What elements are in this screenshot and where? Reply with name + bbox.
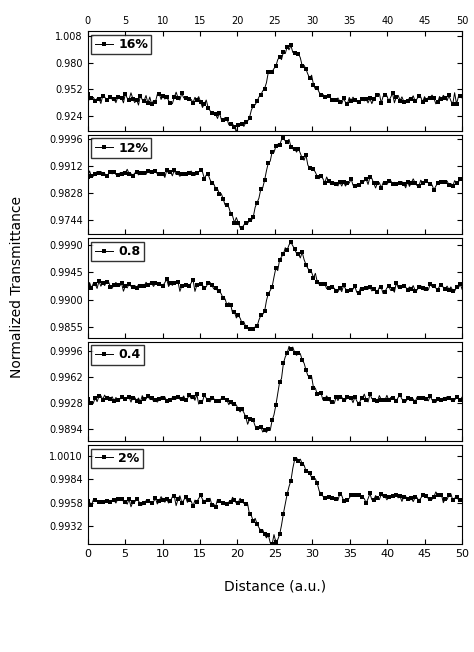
Legend: 2%: 2% <box>91 449 143 468</box>
Legend: 12%: 12% <box>91 138 151 158</box>
Legend: 0.4: 0.4 <box>91 346 144 364</box>
Text: Normalized Transmittance: Normalized Transmittance <box>9 196 24 378</box>
Legend: 0.8: 0.8 <box>91 242 144 261</box>
Legend: 16%: 16% <box>91 35 151 54</box>
Text: Distance (a.u.): Distance (a.u.) <box>224 580 326 594</box>
